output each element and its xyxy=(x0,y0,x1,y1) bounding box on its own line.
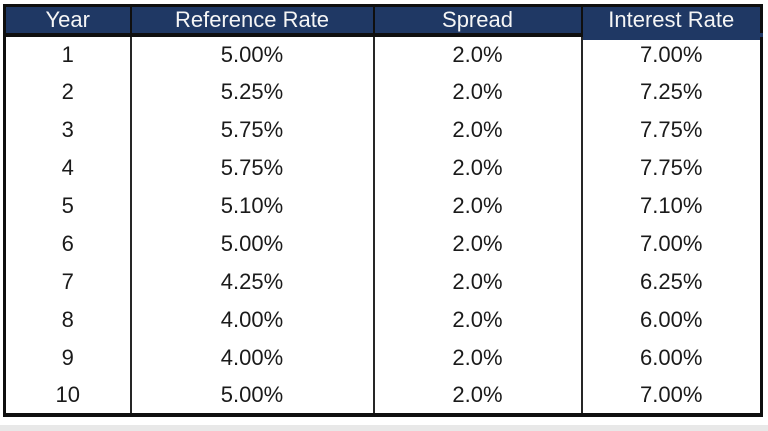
col-header-reference-rate: Reference Rate xyxy=(129,5,374,37)
table-row: 6 5.00% 2.0% 7.00% xyxy=(4,225,762,263)
table-row: 8 4.00% 2.0% 6.00% xyxy=(4,301,762,339)
table-row: 4 5.75% 2.0% 7.75% xyxy=(4,149,762,187)
cell-reference-rate: 5.00% xyxy=(129,377,374,415)
col-header-interest-rate: Interest Rate xyxy=(580,5,762,38)
table-row: 2 5.25% 2.0% 7.25% xyxy=(4,73,762,111)
cell-spread: 2.0% xyxy=(372,263,582,301)
table-row: 7 4.25% 2.0% 6.25% xyxy=(4,263,762,301)
cell-reference-rate: 4.00% xyxy=(129,301,374,339)
cell-interest-rate: 7.00% xyxy=(580,377,762,415)
col-header-year: Year xyxy=(4,5,131,37)
cell-year: 2 xyxy=(4,73,131,111)
cell-year: 7 xyxy=(4,263,131,301)
cell-spread: 2.0% xyxy=(372,339,582,377)
cell-year: 10 xyxy=(4,377,131,415)
table-row: 1 5.00% 2.0% 7.00% xyxy=(4,35,762,73)
table-body: 1 5.00% 2.0% 7.00% 2 5.25% 2.0% 7.25% 3 5.75% 2.0%… xyxy=(4,35,762,415)
cell-interest-rate: 6.25% xyxy=(580,263,762,301)
table-row: 5 5.10% 2.0% 7.10% xyxy=(4,187,762,225)
cell-interest-rate: 7.25% xyxy=(580,73,762,111)
cell-year: 9 xyxy=(4,339,131,377)
header-row: Year Reference Rate Spread Interest Rate xyxy=(4,5,762,38)
cell-reference-rate: 5.10% xyxy=(129,187,374,225)
cell-reference-rate: 5.75% xyxy=(129,149,374,187)
cell-interest-rate: 7.75% xyxy=(580,111,762,149)
cell-reference-rate: 5.00% xyxy=(129,225,374,263)
cell-spread: 2.0% xyxy=(372,35,582,73)
cell-year: 8 xyxy=(4,301,131,339)
cell-year: 5 xyxy=(4,187,131,225)
cell-reference-rate: 4.25% xyxy=(129,263,374,301)
cell-year: 6 xyxy=(4,225,131,263)
cell-interest-rate: 7.75% xyxy=(580,149,762,187)
cell-year: 3 xyxy=(4,111,131,149)
cell-interest-rate: 7.10% xyxy=(580,187,762,225)
cell-interest-rate: 7.00% xyxy=(580,225,762,263)
table-row: 3 5.75% 2.0% 7.75% xyxy=(4,111,762,149)
page-bottom-edge xyxy=(0,425,768,431)
cell-reference-rate: 5.75% xyxy=(129,111,374,149)
cell-reference-rate: 5.00% xyxy=(129,35,374,73)
cell-spread: 2.0% xyxy=(372,149,582,187)
cell-reference-rate: 5.25% xyxy=(129,73,374,111)
rates-table: Year Reference Rate Spread Interest Rate… xyxy=(3,4,763,417)
cell-spread: 2.0% xyxy=(372,187,582,225)
table-row: 10 5.00% 2.0% 7.00% xyxy=(4,377,762,415)
cell-spread: 2.0% xyxy=(372,225,582,263)
cell-reference-rate: 4.00% xyxy=(129,339,374,377)
cell-spread: 2.0% xyxy=(372,73,582,111)
cell-spread: 2.0% xyxy=(372,377,582,415)
cell-spread: 2.0% xyxy=(372,111,582,149)
cell-year: 4 xyxy=(4,149,131,187)
cell-interest-rate: 6.00% xyxy=(580,339,762,377)
cell-interest-rate: 6.00% xyxy=(580,301,762,339)
cell-spread: 2.0% xyxy=(372,301,582,339)
cell-interest-rate: 7.00% xyxy=(580,35,762,73)
col-header-spread: Spread xyxy=(372,5,582,37)
cell-year: 1 xyxy=(4,35,131,73)
table-row: 9 4.00% 2.0% 6.00% xyxy=(4,339,762,377)
